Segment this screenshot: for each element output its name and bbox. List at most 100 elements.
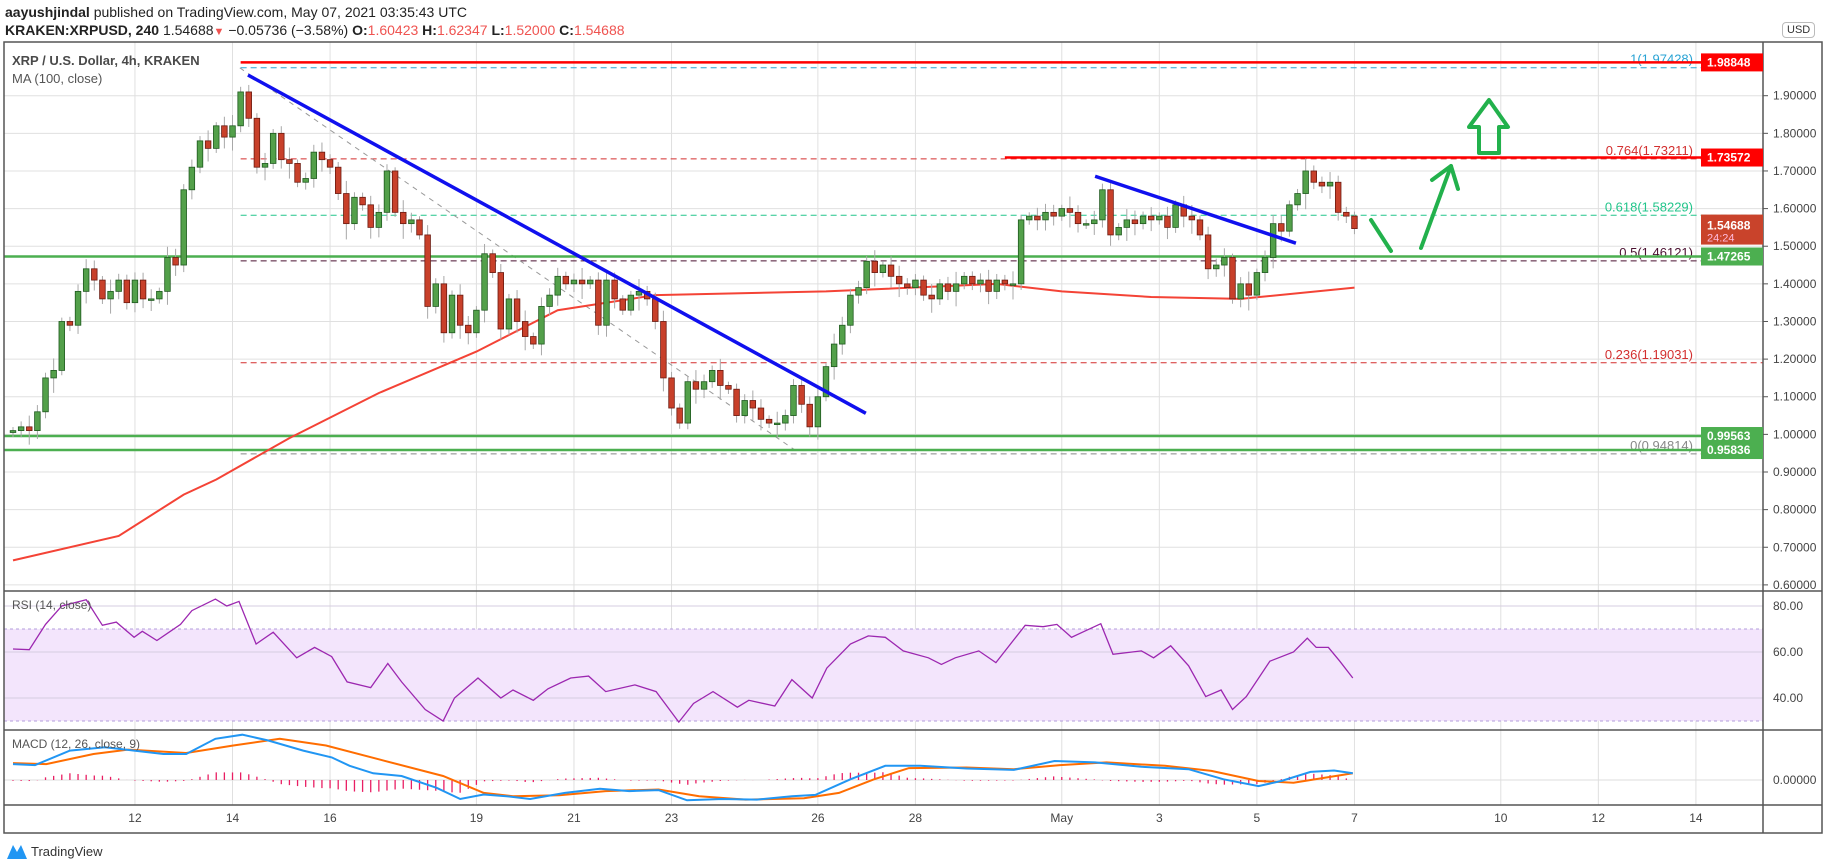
candle-up bbox=[34, 411, 41, 432]
time-tick-label: 16 bbox=[323, 811, 337, 825]
candle-up bbox=[863, 260, 870, 289]
candle-down bbox=[1351, 215, 1358, 229]
candle-up bbox=[1172, 204, 1179, 228]
candle-up bbox=[1237, 283, 1244, 300]
candle-down bbox=[725, 385, 732, 390]
publish-text: published on TradingView.com, May 07, 20… bbox=[89, 4, 468, 20]
candle-up bbox=[774, 422, 781, 425]
current-price-tag bbox=[1701, 214, 1763, 245]
block-up-arrow-icon bbox=[1467, 98, 1510, 155]
price-tick-label: 1.00000 bbox=[1773, 427, 1817, 441]
annotation-arrows bbox=[1369, 98, 1510, 253]
candle-up bbox=[1261, 257, 1269, 273]
currency-button[interactable]: USD bbox=[1782, 22, 1816, 38]
candle-up bbox=[627, 294, 635, 311]
candle-down bbox=[1245, 283, 1252, 296]
candle-down bbox=[1318, 181, 1326, 187]
candle-up bbox=[50, 369, 57, 379]
time-tick-label: 7 bbox=[1351, 811, 1358, 825]
price-tag bbox=[1701, 53, 1763, 72]
price-tick-label: 1.50000 bbox=[1773, 239, 1817, 253]
candle-down bbox=[424, 234, 431, 307]
time-tick-label: 3 bbox=[1156, 811, 1163, 825]
candle-up bbox=[879, 264, 887, 273]
fib-level-label: 0.618(1.58229) bbox=[1605, 199, 1693, 214]
rsi-tick-label: 60.00 bbox=[1773, 645, 1803, 659]
price-tag-label: 0.95836 bbox=[1707, 443, 1751, 457]
candle-up bbox=[814, 396, 822, 428]
candle-up bbox=[538, 306, 545, 345]
candle-down bbox=[765, 418, 773, 424]
candle-down bbox=[278, 132, 285, 161]
candle-up bbox=[164, 257, 171, 292]
time-tick-label: 23 bbox=[665, 811, 679, 825]
price-tag-label: 1.47265 bbox=[1707, 250, 1751, 264]
tradingview-logo[interactable]: TradingView bbox=[6, 842, 103, 860]
candle-up bbox=[42, 377, 49, 413]
candle-up bbox=[1115, 227, 1122, 236]
candle-up bbox=[1099, 189, 1106, 221]
candle-up bbox=[432, 283, 439, 307]
macd-legend[interactable]: MACD (12, 26, close, 9) bbox=[12, 737, 141, 751]
price-tag-label: 1.98848 bbox=[1707, 55, 1751, 69]
candle-down bbox=[562, 275, 570, 285]
candle-down bbox=[294, 163, 301, 183]
fib-level-label: 0.236(1.19031) bbox=[1605, 347, 1693, 362]
candle-down bbox=[1034, 215, 1041, 221]
candle-up bbox=[952, 283, 960, 292]
candle-up bbox=[196, 140, 204, 168]
candle-up bbox=[448, 294, 456, 334]
candle-down bbox=[489, 253, 496, 273]
candle-down bbox=[969, 275, 976, 285]
up-arrow-icon bbox=[1419, 164, 1453, 250]
author-name[interactable]: aayushjindal bbox=[5, 4, 90, 20]
candle-up bbox=[1123, 219, 1131, 228]
price-tag bbox=[1701, 148, 1763, 167]
symbol-info: KRAKEN:XRPUSD, 240 1.54688▼ −0.05736 (−3… bbox=[5, 22, 625, 38]
candle-up bbox=[1009, 283, 1017, 286]
price-tag bbox=[1701, 247, 1763, 266]
candle-down bbox=[253, 117, 261, 168]
price-change: −0.05736 (−3.58%) bbox=[228, 22, 349, 38]
candle-down bbox=[221, 125, 228, 138]
candle-up bbox=[131, 279, 139, 304]
time-tick-label: 14 bbox=[226, 811, 240, 825]
candle-down bbox=[798, 385, 805, 405]
macd-signal-line bbox=[12, 737, 1353, 801]
open-value: 1.60423 bbox=[367, 22, 419, 38]
candle-down bbox=[920, 279, 927, 296]
candle-down bbox=[465, 324, 472, 334]
candle-down bbox=[359, 196, 366, 206]
chart-title[interactable]: XRP / U.S. Dollar, 4h, KRAKEN bbox=[12, 53, 200, 68]
candle-up bbox=[546, 294, 553, 307]
candle-up bbox=[741, 400, 748, 416]
candle-up bbox=[9, 430, 17, 433]
candle-up bbox=[237, 91, 244, 127]
fib-level-label: 1(1.97428) bbox=[1630, 52, 1693, 67]
candle-down bbox=[139, 279, 147, 300]
ma-legend[interactable]: MA (100, close) bbox=[12, 71, 103, 86]
candle-down bbox=[578, 279, 586, 285]
candle-up bbox=[1302, 170, 1309, 194]
candle-up bbox=[481, 253, 488, 311]
candle-up bbox=[408, 219, 415, 225]
candle-down bbox=[871, 260, 878, 273]
candle-up bbox=[847, 294, 854, 326]
candle-down bbox=[1001, 279, 1009, 285]
candle-up bbox=[473, 309, 480, 334]
chart-legend: XRP / U.S. Dollar, 4h, KRAKEN MA (100, c… bbox=[12, 52, 200, 88]
time-tick-label: 21 bbox=[567, 811, 581, 825]
price-tick-label: 1.60000 bbox=[1773, 202, 1817, 216]
candle-down bbox=[497, 272, 504, 330]
candle-down bbox=[456, 294, 464, 326]
candle-up bbox=[1058, 208, 1065, 217]
price-tick-label: 1.40000 bbox=[1773, 277, 1817, 291]
candle-up bbox=[961, 275, 968, 285]
rsi-legend[interactable]: RSI (14, close) bbox=[12, 598, 92, 612]
publish-info: aayushjindal published on TradingView.co… bbox=[5, 4, 467, 20]
candle-down bbox=[1229, 257, 1236, 300]
candle-down bbox=[1066, 208, 1074, 213]
candle-up bbox=[148, 298, 155, 301]
candle-up bbox=[1017, 219, 1025, 285]
